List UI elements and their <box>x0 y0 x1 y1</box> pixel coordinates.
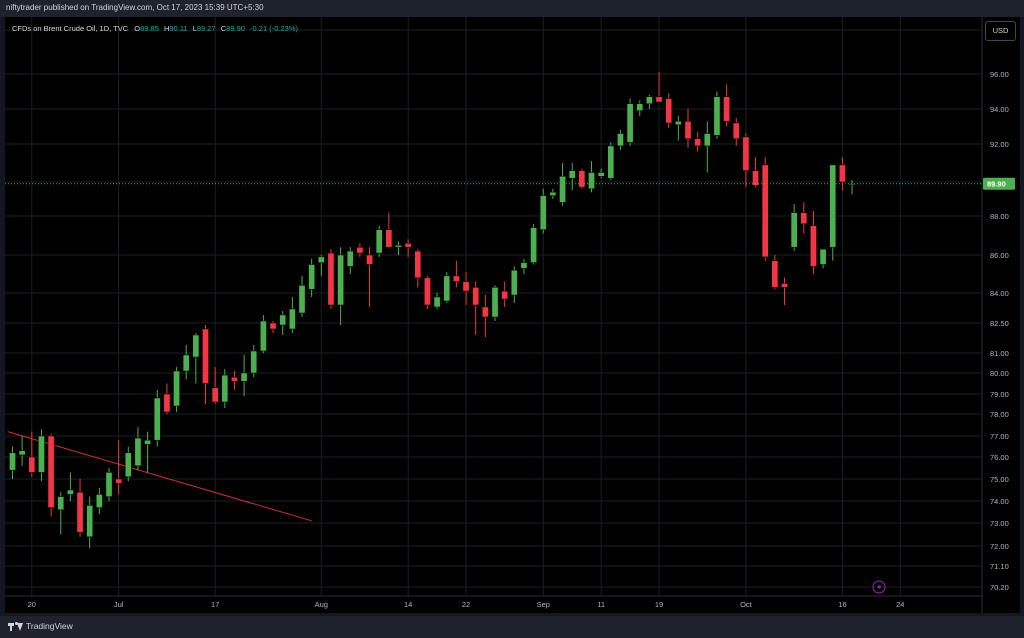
high-value: 90.11 <box>169 24 188 33</box>
tradingview-logo[interactable]: TradingView <box>8 621 73 631</box>
low-label: L <box>192 24 197 33</box>
high-label: H <box>163 24 170 33</box>
tradingview-logo-icon <box>8 621 23 631</box>
change-value: -0.21 (-0.23%) <box>250 24 298 33</box>
symbol-title: CFDs on Brent Crude Oil, 1D, TVC <box>12 24 129 33</box>
open-value: 89.85 <box>140 24 159 33</box>
close-value: 89.90 <box>226 24 245 33</box>
chart-area[interactable] <box>5 17 1020 613</box>
footer-bar: TradingView <box>0 616 1024 638</box>
close-label: C <box>220 24 227 33</box>
symbol-legend: CFDs on Brent Crude Oil, 1D, TVC O89.85 … <box>12 24 298 33</box>
publish-info: niftytrader published on TradingView.com… <box>6 3 264 12</box>
open-label: O <box>134 24 141 33</box>
currency-button[interactable]: USD <box>985 21 1016 41</box>
brand-text: TradingView <box>26 621 73 631</box>
low-value: 89.27 <box>196 24 216 33</box>
publish-bar: niftytrader published on TradingView.com… <box>0 0 1024 17</box>
